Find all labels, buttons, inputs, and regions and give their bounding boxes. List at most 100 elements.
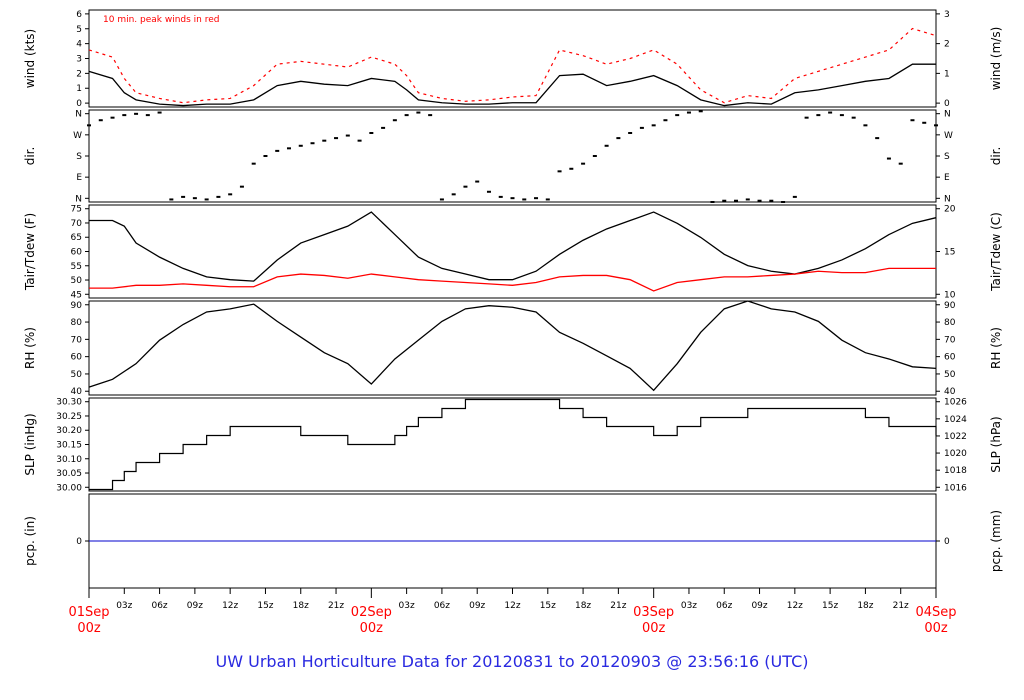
x-hour-label: 18z	[575, 601, 591, 611]
data-point	[416, 111, 421, 114]
data-point	[322, 139, 327, 142]
data-point	[228, 193, 233, 196]
y-axis-label-left: RH (%)	[23, 327, 37, 369]
y-tick-label-left: 6	[76, 10, 82, 20]
y-axis-label-left: wind (kts)	[23, 29, 37, 88]
x-hour-label: 09z	[469, 601, 485, 611]
data-point	[369, 132, 374, 134]
y-tick-label-right: 70	[944, 335, 956, 345]
y-tick-label-right: 60	[944, 353, 956, 363]
y-tick-label-left: 50	[71, 276, 83, 286]
series-slp-0	[89, 398, 937, 491]
x-hour-label: 06z	[434, 601, 450, 611]
data-point	[357, 139, 362, 142]
data-point	[451, 193, 456, 196]
data-point	[910, 119, 915, 122]
x-hour-label: 09z	[187, 601, 203, 611]
data-point	[145, 114, 150, 117]
y-tick-label-right: 0	[944, 537, 950, 547]
x-hour-label: 15z	[257, 601, 273, 611]
y-tick-label-right: N	[944, 194, 951, 204]
data-point	[557, 170, 562, 173]
x-hour-label: 18z	[857, 601, 873, 611]
y-tick-label-left: 75	[71, 205, 82, 215]
data-point	[686, 111, 691, 114]
x-date-label: 02Sep	[351, 605, 392, 620]
y-tick-label-left: 3	[76, 55, 82, 65]
x-date-label: 04Sep	[915, 605, 956, 620]
data-point	[875, 137, 880, 140]
y-tick-label-right: 2	[944, 40, 950, 50]
chart-title: UW Urban Horticulture Data for 20120831 …	[216, 652, 809, 671]
panel-frame	[88, 204, 937, 299]
data-point	[510, 197, 515, 200]
data-point	[204, 198, 209, 201]
y-axis-label-right: RH (%)	[989, 327, 1003, 369]
data-point	[675, 114, 680, 117]
y-tick-label-left: 55	[71, 262, 82, 272]
data-point	[428, 114, 433, 117]
y-tick-label-right: 1018	[944, 466, 967, 476]
y-axis-label-right: wind (m/s)	[989, 27, 1003, 91]
data-point	[310, 142, 315, 145]
y-tick-label-right: 1016	[944, 483, 967, 493]
y-tick-label-left: 5	[76, 25, 82, 35]
y-axis-label-right: pcp. (mm)	[989, 510, 1003, 572]
y-tick-label-right: 1022	[944, 432, 967, 442]
y-axis-label-right: dir.	[989, 147, 1003, 166]
data-point	[110, 116, 115, 119]
series-temp-air-temperature	[89, 211, 937, 282]
panel-pcp: pcp. (in) pcp. (mm) 0 0	[23, 493, 1003, 589]
x-hour-label: 12z	[504, 601, 520, 611]
data-point	[298, 144, 303, 147]
data-point	[698, 110, 703, 113]
data-point	[734, 199, 739, 202]
panel-dir: dir. dir. N E S W N N E S W N	[23, 109, 1003, 204]
y-tick-label-left: W	[73, 131, 82, 141]
data-point	[934, 124, 938, 127]
y-axis-label-right: SLP (hPa)	[989, 416, 1003, 472]
data-point	[792, 195, 797, 198]
y-tick-label-left: 30.30	[56, 398, 82, 408]
data-point	[169, 198, 174, 201]
data-point	[886, 157, 891, 160]
panel-frame	[88, 397, 937, 492]
y-tick-label-right: 3	[944, 10, 950, 20]
y-tick-label-right: N	[944, 110, 951, 120]
data-point	[851, 116, 856, 119]
data-point	[439, 198, 444, 201]
panel-slp: SLP (inHg) SLP (hPa) 30.00 30.05 30.10 30.15 3…	[23, 397, 1003, 493]
data-point	[334, 137, 339, 140]
y-axis-label-left: Tair/Tdew (F)	[23, 213, 37, 291]
y-tick-label-right: 0	[944, 99, 950, 109]
data-point	[722, 199, 727, 202]
y-tick-label-left: 60	[71, 353, 83, 363]
y-tick-label-left: 2	[76, 69, 82, 79]
data-point	[569, 167, 574, 170]
x-hour-label: 12z	[787, 601, 803, 611]
y-tick-label-right: 40	[944, 387, 956, 397]
data-point	[381, 126, 386, 129]
data-point	[275, 149, 280, 152]
data-point	[769, 199, 774, 202]
data-point	[545, 198, 550, 201]
y-tick-label-left: 0	[76, 99, 82, 109]
data-point	[522, 198, 527, 201]
x-hour-label: 15z	[822, 601, 838, 611]
panel-frame	[88, 109, 937, 203]
y-axis-label-left: SLP (inHg)	[23, 413, 37, 475]
y-tick-label-right: 10	[944, 290, 956, 300]
x-hour-label: 03z	[116, 601, 132, 611]
y-tick-label-right: 50	[944, 370, 956, 380]
data-point	[122, 114, 127, 117]
x-date-hour-label: 00z	[360, 621, 384, 636]
y-tick-label-left: 50	[71, 370, 83, 380]
data-point	[710, 201, 715, 203]
data-point	[592, 155, 597, 157]
y-tick-label-left: 90	[71, 301, 83, 311]
x-date-hour-label: 00z	[642, 621, 666, 636]
y-tick-label-right: 15	[944, 248, 955, 258]
data-point	[181, 195, 186, 198]
x-hour-label: 03z	[681, 601, 697, 611]
